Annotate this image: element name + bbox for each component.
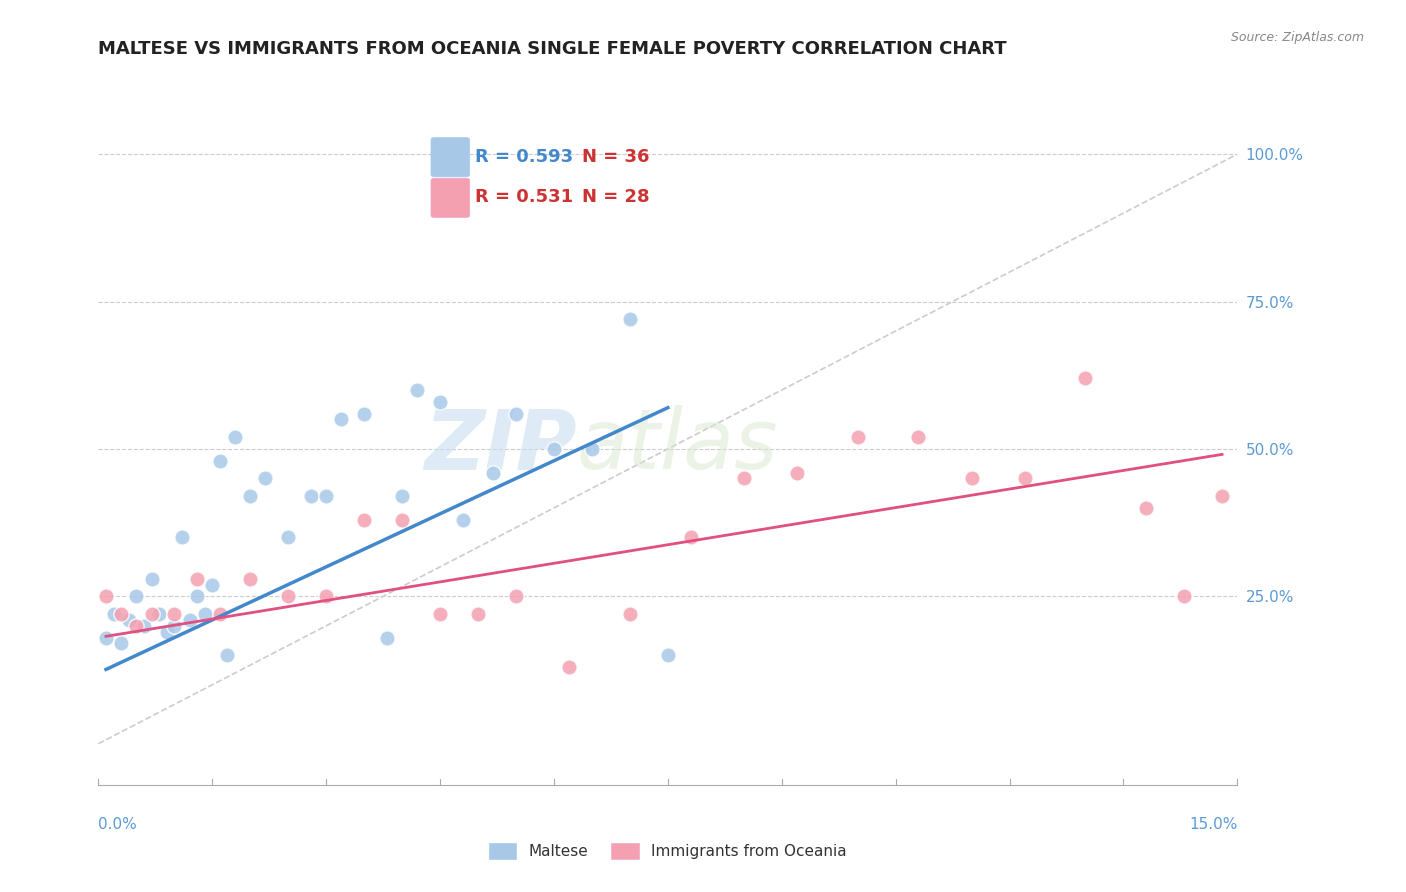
Text: Source: ZipAtlas.com: Source: ZipAtlas.com <box>1230 31 1364 45</box>
Point <box>1014 471 1036 485</box>
Point <box>543 442 565 456</box>
Legend: Maltese, Immigrants from Oceania: Maltese, Immigrants from Oceania <box>482 838 853 865</box>
Point <box>391 489 413 503</box>
Point <box>141 572 163 586</box>
Point <box>406 383 429 397</box>
Point <box>505 590 527 604</box>
Text: N = 36: N = 36 <box>582 147 650 166</box>
Point <box>208 607 231 621</box>
Point <box>277 530 299 544</box>
Point <box>239 572 262 586</box>
Point <box>179 613 201 627</box>
Point <box>907 430 929 444</box>
Point <box>224 430 246 444</box>
Point <box>846 430 869 444</box>
Point <box>315 590 337 604</box>
Point <box>1074 371 1097 385</box>
Point <box>482 466 505 480</box>
Point <box>558 660 581 674</box>
FancyBboxPatch shape <box>432 137 470 177</box>
Text: 0.0%: 0.0% <box>98 817 138 832</box>
Point <box>657 648 679 663</box>
Point <box>110 636 132 650</box>
Point <box>132 619 155 633</box>
Point <box>353 407 375 421</box>
Point <box>170 530 193 544</box>
Point <box>94 590 117 604</box>
Point <box>125 619 148 633</box>
Point <box>960 471 983 485</box>
Point <box>1173 590 1195 604</box>
Point <box>186 590 208 604</box>
Point <box>194 607 217 621</box>
Point <box>208 454 231 468</box>
Point <box>429 607 451 621</box>
Text: ZIP: ZIP <box>425 406 576 486</box>
Point <box>619 312 641 326</box>
Text: R = 0.593: R = 0.593 <box>475 147 574 166</box>
Point <box>118 613 141 627</box>
Point <box>277 590 299 604</box>
Point <box>299 489 322 503</box>
Point <box>1211 489 1233 503</box>
Point <box>156 624 179 639</box>
Point <box>391 513 413 527</box>
Point <box>254 471 277 485</box>
Point <box>94 631 117 645</box>
Point <box>201 577 224 591</box>
Point <box>375 631 398 645</box>
Point <box>141 607 163 621</box>
Point <box>733 471 755 485</box>
Point <box>429 394 451 409</box>
Point <box>679 530 702 544</box>
Point <box>315 489 337 503</box>
Point <box>619 607 641 621</box>
Point <box>186 572 208 586</box>
Text: N = 28: N = 28 <box>582 187 650 205</box>
Text: R = 0.531: R = 0.531 <box>475 187 574 205</box>
Point <box>1135 500 1157 515</box>
Text: atlas: atlas <box>576 406 779 486</box>
Point <box>125 590 148 604</box>
Point <box>110 607 132 621</box>
Point <box>148 607 170 621</box>
Point <box>163 619 186 633</box>
Point <box>581 442 603 456</box>
Point <box>467 607 489 621</box>
Point <box>786 466 808 480</box>
Point <box>239 489 262 503</box>
Point <box>217 648 239 663</box>
Text: 15.0%: 15.0% <box>1189 817 1237 832</box>
FancyBboxPatch shape <box>432 178 470 218</box>
Point <box>451 513 474 527</box>
Point <box>353 513 375 527</box>
Point <box>505 407 527 421</box>
Text: MALTESE VS IMMIGRANTS FROM OCEANIA SINGLE FEMALE POVERTY CORRELATION CHART: MALTESE VS IMMIGRANTS FROM OCEANIA SINGL… <box>98 40 1007 58</box>
Point <box>163 607 186 621</box>
Point <box>103 607 125 621</box>
Point <box>330 412 353 426</box>
